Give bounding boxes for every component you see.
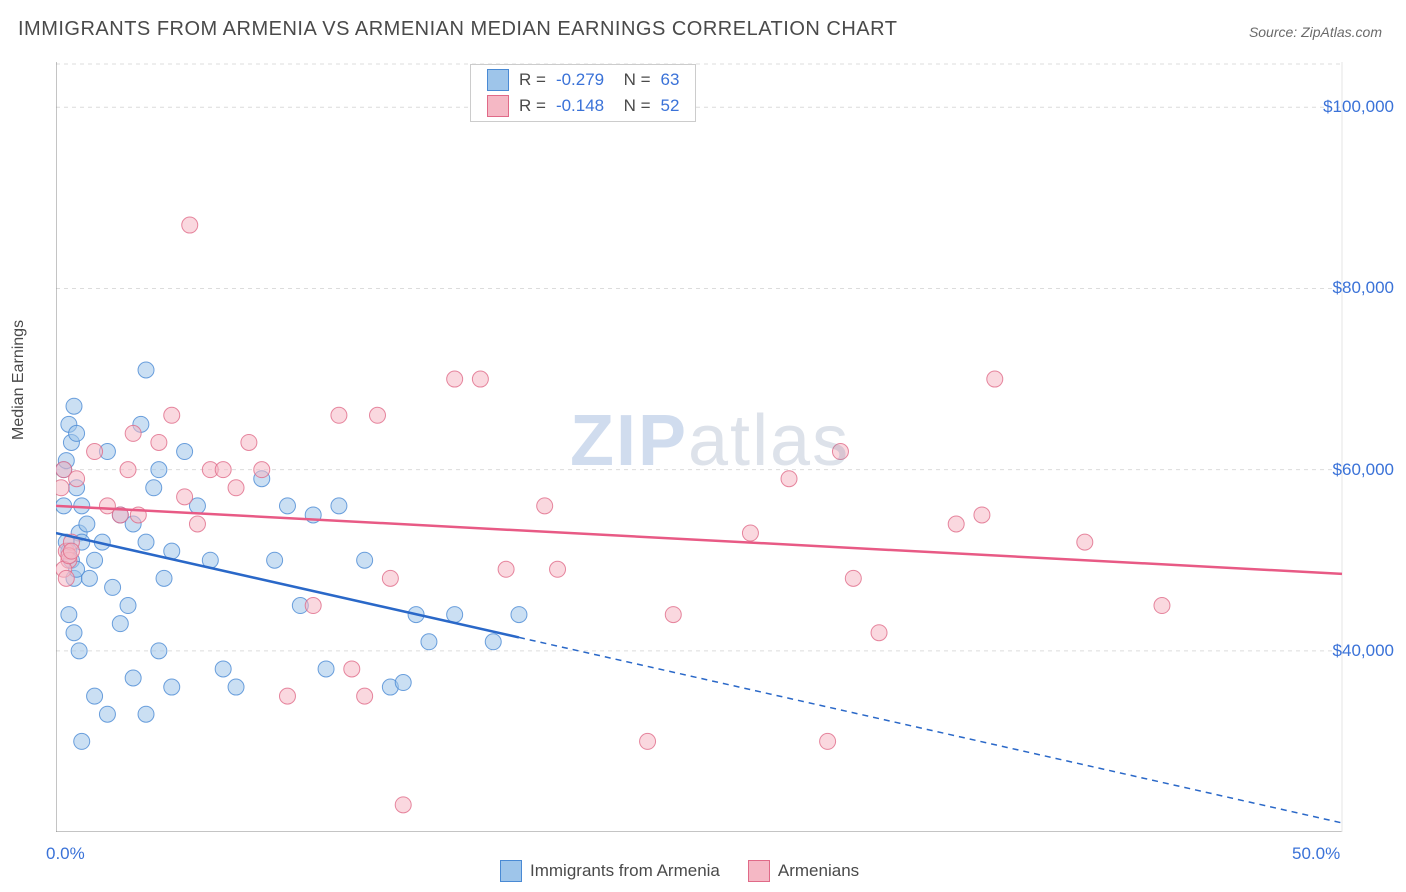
- legend-row-series1: R = -0.279 N = 63: [471, 67, 695, 93]
- x-tick-label: 50.0%: [1292, 844, 1340, 864]
- swatch-armenians-icon: [748, 860, 770, 882]
- n-label: N =: [614, 96, 650, 116]
- source-attribution: Source: ZipAtlas.com: [1249, 24, 1382, 40]
- x-tick-label: 0.0%: [46, 844, 85, 864]
- legend-row-series2: R = -0.148 N = 52: [471, 93, 695, 119]
- y-tick-label: $80,000: [1333, 278, 1394, 298]
- n-value-series1: 63: [661, 70, 680, 90]
- watermark-zip: ZIP: [570, 401, 688, 481]
- r-label: R =: [519, 70, 546, 90]
- chart-title: IMMIGRANTS FROM ARMENIA VS ARMENIAN MEDI…: [18, 18, 897, 41]
- correlation-legend: R = -0.279 N = 63 R = -0.148 N = 52: [470, 64, 696, 122]
- swatch-series2: [487, 95, 509, 117]
- legend-item-immigrants: Immigrants from Armenia: [500, 860, 720, 882]
- watermark: ZIPatlas: [570, 400, 850, 482]
- swatch-immigrants-icon: [500, 860, 522, 882]
- y-tick-label: $100,000: [1323, 97, 1394, 117]
- watermark-atlas: atlas: [688, 401, 850, 481]
- y-tick-label: $40,000: [1333, 641, 1394, 661]
- y-axis-label: Median Earnings: [10, 320, 28, 440]
- legend-label-immigrants: Immigrants from Armenia: [530, 861, 720, 881]
- r-value-series2: -0.148: [556, 96, 604, 116]
- y-tick-label: $60,000: [1333, 460, 1394, 480]
- series-legend: Immigrants from Armenia Armenians: [500, 860, 859, 882]
- swatch-series1: [487, 69, 509, 91]
- r-label: R =: [519, 96, 546, 116]
- n-value-series2: 52: [661, 96, 680, 116]
- n-label: N =: [614, 70, 650, 90]
- legend-label-armenians: Armenians: [778, 861, 859, 881]
- r-value-series1: -0.279: [556, 70, 604, 90]
- legend-item-armenians: Armenians: [748, 860, 859, 882]
